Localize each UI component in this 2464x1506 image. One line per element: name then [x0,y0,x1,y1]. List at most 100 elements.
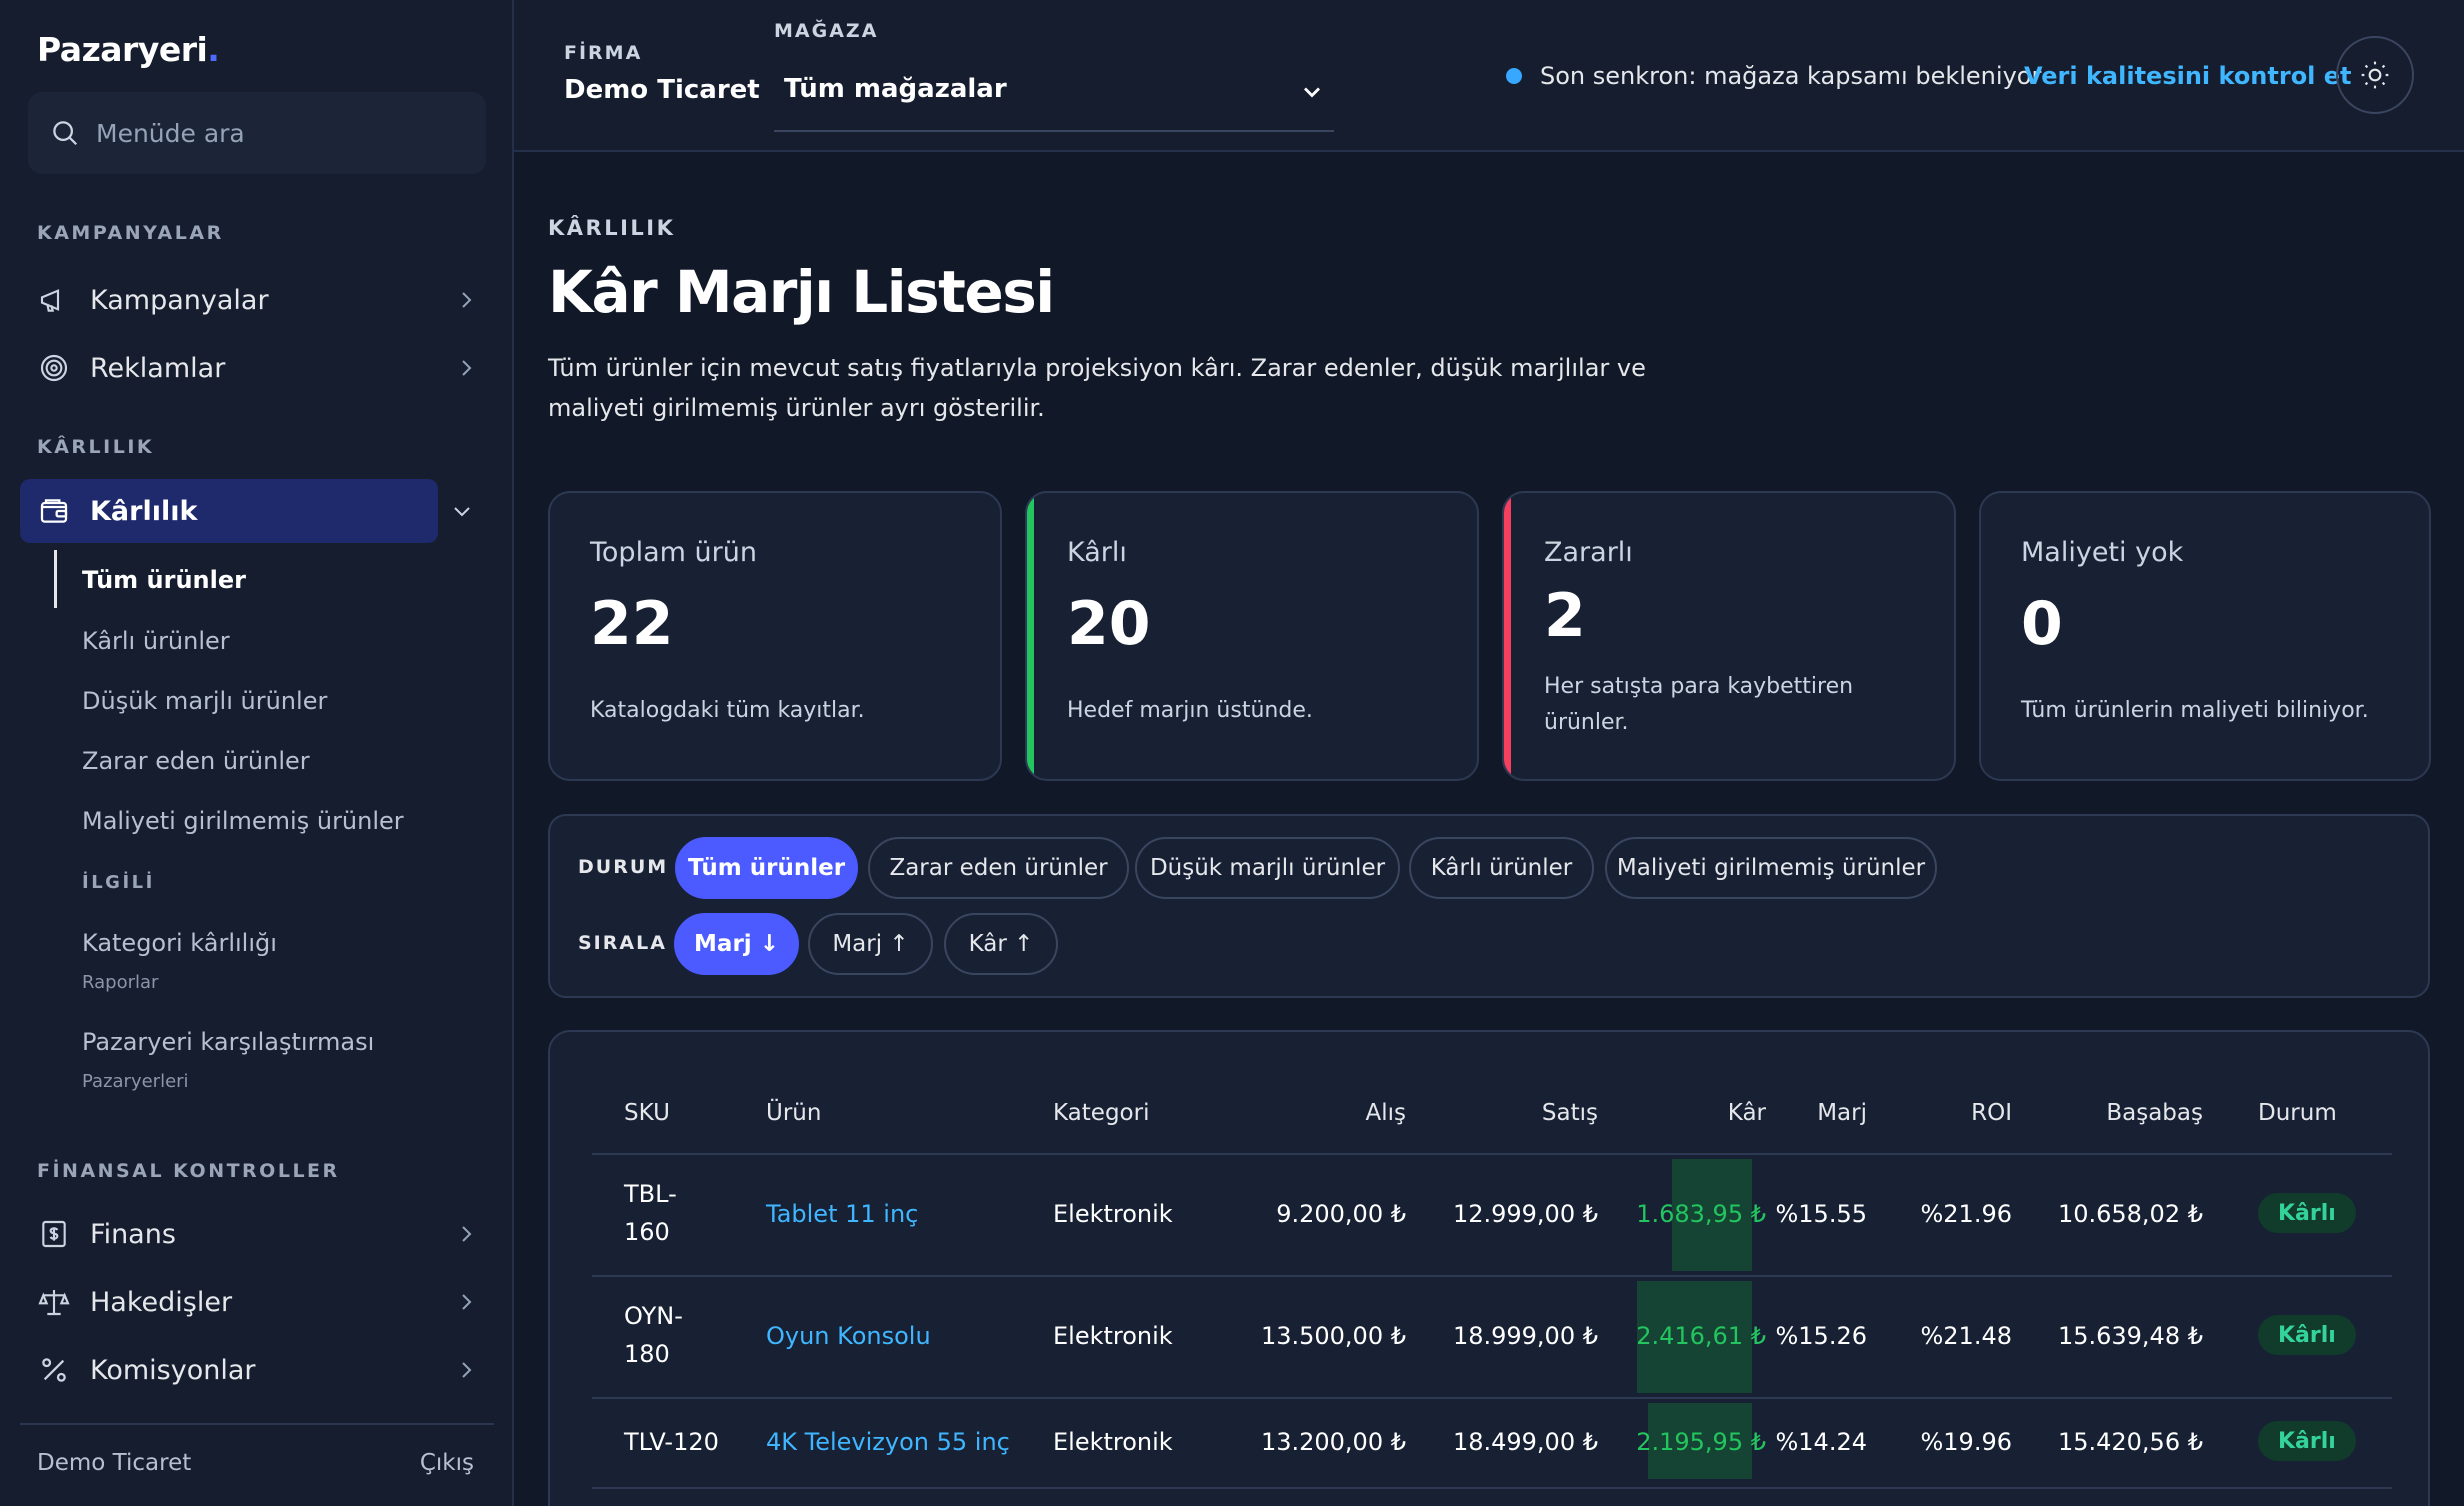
cell-sku: 160 [624,1218,670,1246]
section-title-profitability: KÂRLILIK [37,436,155,458]
company-value: Demo Ticaret [564,75,760,105]
sidebar-item-label: Kampanyalar [90,284,269,316]
topbar: FİRMA Demo Ticaret MAĞAZA Tüm mağazalar … [514,0,2464,152]
sidebar-item-campaigns[interactable]: Kampanyalar [20,268,490,332]
stat-note: Tüm ürünlerin maliyeti biliniyor. [2021,698,2369,723]
chevron-right-icon [462,360,472,376]
cell-profit: 2.195,95 ₺ [1636,1428,1766,1456]
sun-icon [2361,61,2389,89]
cell-sku: 180 [624,1340,670,1368]
sidebar-item-settlements[interactable]: Hakedişler [20,1270,490,1334]
megaphone-icon [40,289,60,312]
sidebar-item-profitability[interactable]: Kârlılık [20,479,470,543]
stat-label: Zararlı [1544,537,1633,568]
sidebar-item-commissions[interactable]: Komisyonlar [20,1338,490,1402]
cell-buy: 9.200,00 ₺ [1276,1200,1406,1228]
stat-note: Hedef marjın üstünde. [1067,698,1313,723]
store-select[interactable]: Tüm mağazalar [774,66,1334,132]
current-user: Demo Ticaret [37,1450,192,1476]
sidebar-related-marketplace[interactable]: Pazaryeri karşılaştırması [82,1028,375,1056]
filter-panel: DURUM Tüm ürünler Zarar eden ürünler Düş… [548,814,2430,998]
card-accent [550,493,557,779]
target-icon [40,354,68,382]
sort-chip-profit-asc[interactable]: Kâr ↑ [944,913,1058,975]
col-header-category[interactable]: Kategori [1053,1100,1150,1126]
sidebar-related-category-caption: Raporlar [82,972,159,993]
stat-card-loss: Zararlı 2 Her satışta para kaybettiren ü… [1502,491,1956,781]
sidebar-item-finance[interactable]: Finans [20,1202,490,1266]
col-header-buy[interactable]: Alış [1365,1100,1407,1126]
page-eyebrow: KÂRLILIK [548,216,676,240]
section-title-finance: FİNANSAL KONTROLLER [37,1160,340,1182]
page-title: Kâr Marjı Listesi [548,258,1055,326]
filter-chip-no-cost[interactable]: Maliyeti girilmemiş ürünler [1605,837,1937,899]
chevron-right-icon [462,292,472,308]
stat-note: Her satışta para kaybettiren ürünler. [1544,674,1854,735]
stat-value: 2 [1544,581,1586,651]
cell-margin: %15.26 [1775,1322,1867,1350]
sync-status-text: Son senkron: mağaza kapsamı bekleniyor [1540,62,2042,90]
sidebar-sub-profitable[interactable]: Kârlı ürünler [82,627,230,655]
col-header-sku[interactable]: SKU [624,1100,670,1126]
col-header-roi[interactable]: ROI [1971,1100,2012,1126]
cell-roi: %19.96 [1920,1428,2012,1456]
stat-value: 0 [2021,589,2063,659]
col-header-product[interactable]: Ürün [766,1100,822,1126]
sidebar-item-label: Komisyonlar [90,1354,256,1386]
cell-product-link[interactable]: Oyun Konsolu [766,1322,931,1350]
col-header-status[interactable]: Durum [2258,1100,2337,1126]
cell-buy: 13.500,00 ₺ [1260,1322,1406,1350]
filter-chip-profitable[interactable]: Kârlı ürünler [1409,837,1594,899]
cell-sku: TLV-120 [624,1428,719,1456]
card-accent [1027,493,1034,779]
cell-sell: 12.999,00 ₺ [1452,1200,1598,1228]
cell-product-link[interactable]: Tablet 11 inç [766,1200,919,1228]
theme-toggle-button[interactable] [2336,36,2414,114]
page-description: Tüm ürünler için mevcut satış fiyatlarıy… [548,354,1646,422]
profit-bar [1672,1159,1752,1271]
stat-card-total: Toplam ürün 22 Katalogdaki tüm kayıtlar. [548,491,1002,781]
stat-value: 22 [590,589,674,659]
sidebar-sub-low-margin[interactable]: Düşük marjlı ürünler [82,687,328,715]
sidebar-sub-no-cost[interactable]: Maliyeti girilmemiş ürünler [82,807,404,835]
sidebar-related-category[interactable]: Kategori kârlılığı [82,929,277,957]
cell-product-link[interactable]: 4K Televizyon 55 inç [766,1428,1010,1456]
cell-breakeven: 10.658,02 ₺ [2057,1200,2203,1228]
filter-chip-loss[interactable]: Zarar eden ürünler [868,837,1129,899]
menu-search[interactable] [28,92,486,174]
sort-chip-margin-desc[interactable]: Marj ↓ [674,913,799,975]
sidebar-item-ads[interactable]: Reklamlar [20,336,490,400]
wallet-icon [40,499,68,523]
cell-category: Elektronik [1053,1428,1173,1456]
cell-category: Elektronik [1053,1322,1173,1350]
sidebar-divider [20,1423,494,1425]
sort-label: SIRALA [578,932,667,954]
cell-sell: 18.999,00 ₺ [1452,1322,1598,1350]
sidebar-sub-loss[interactable]: Zarar eden ürünler [82,747,310,775]
logout-button[interactable]: Çıkış [419,1450,474,1476]
chevron-right-icon [462,1362,472,1378]
col-header-breakeven[interactable]: Başabaş [2106,1100,2203,1126]
active-indicator [54,550,57,608]
data-quality-link[interactable]: Veri kalitesini kontrol et [2024,62,2352,90]
sort-chip-margin-asc[interactable]: Marj ↑ [808,913,933,975]
filter-chip-low-margin[interactable]: Düşük marjlı ürünler [1135,837,1400,899]
brand-logo[interactable]: Pazaryeri. [37,30,220,69]
store-select-value: Tüm mağazalar [784,74,1007,104]
sidebar-sub-all-products[interactable]: Tüm ürünler [82,566,246,594]
col-header-sell[interactable]: Satış [1541,1100,1598,1126]
section-title-campaigns: KAMPANYALAR [37,222,224,244]
col-header-margin[interactable]: Marj [1817,1100,1867,1126]
row-divider [592,1487,2392,1489]
sync-status: Son senkron: mağaza kapsamı bekleniyor [1506,62,2041,90]
sidebar-item-label: Reklamlar [90,352,226,384]
card-accent [1504,493,1511,779]
col-header-profit[interactable]: Kâr [1727,1100,1766,1126]
sidebar-related-marketplace-caption: Pazaryerleri [82,1071,189,1092]
header-divider [592,1153,2392,1155]
cell-margin: %14.24 [1775,1428,1867,1456]
filter-chip-all[interactable]: Tüm ürünler [675,837,858,899]
menu-search-input[interactable] [96,118,456,148]
cell-category: Elektronik [1053,1200,1173,1228]
profit-bar [1648,1403,1752,1479]
